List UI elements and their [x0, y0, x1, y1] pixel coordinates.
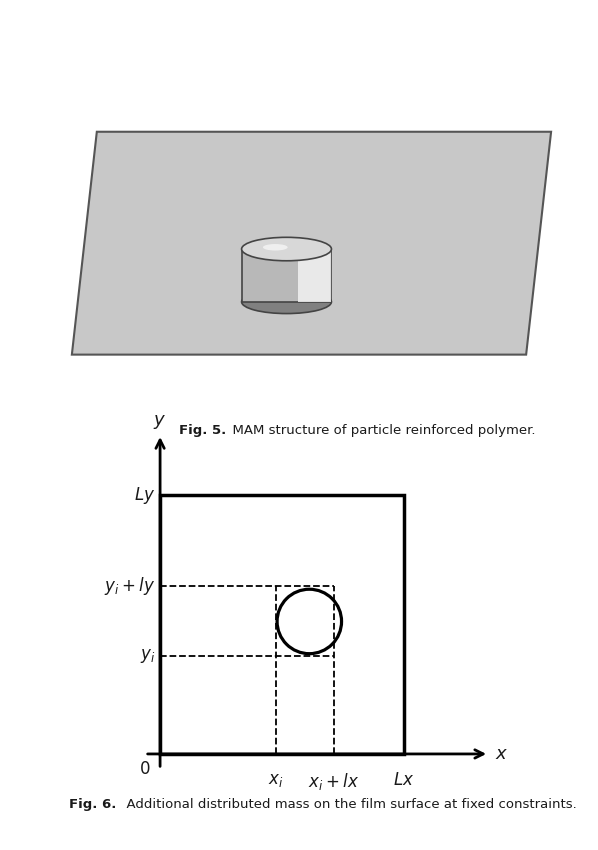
Ellipse shape	[263, 244, 288, 251]
Text: $y_i+ly$: $y_i+ly$	[105, 575, 155, 598]
Text: Fig. 6.: Fig. 6.	[69, 798, 116, 812]
Text: $y$: $y$	[154, 413, 167, 431]
Polygon shape	[242, 249, 331, 302]
Text: $y_i$: $y_i$	[140, 648, 155, 666]
Text: Additional distributed mass on the film surface at fixed constraints.: Additional distributed mass on the film …	[118, 798, 576, 812]
Text: $x$: $x$	[495, 745, 508, 763]
Text: $0$: $0$	[139, 760, 151, 779]
Text: $Ly$: $Ly$	[134, 484, 155, 506]
Text: $x_i$: $x_i$	[268, 771, 283, 789]
Text: MAM structure of particle reinforced polymer.: MAM structure of particle reinforced pol…	[224, 423, 536, 437]
Polygon shape	[72, 132, 551, 354]
Ellipse shape	[242, 290, 331, 314]
Text: $x_i+lx$: $x_i+lx$	[308, 771, 359, 791]
Bar	[160, 495, 404, 754]
Polygon shape	[298, 249, 331, 302]
Text: $Lx$: $Lx$	[393, 771, 414, 789]
Text: Fig. 5.: Fig. 5.	[179, 423, 227, 437]
Ellipse shape	[242, 237, 331, 261]
